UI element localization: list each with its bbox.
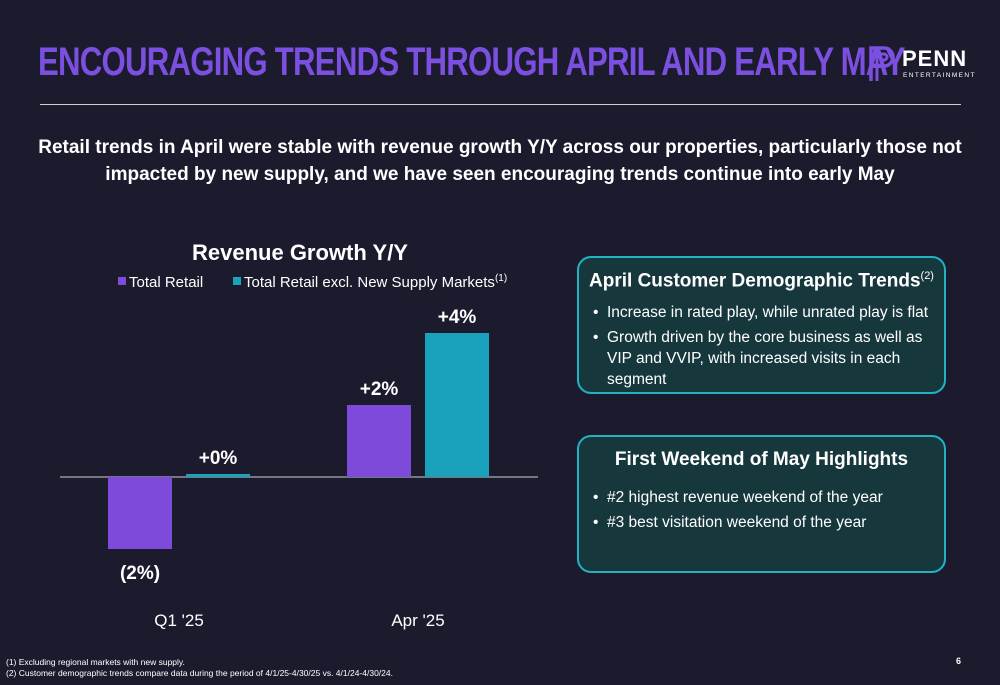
data-label: +0% [199,448,238,469]
weekend-highlights-title: First Weekend of May Highlights [614,449,909,470]
legend-label: Total Retail excl. New Supply Markets(1) [244,273,507,291]
x-tick-label: Q1 '25 [154,611,204,630]
footnote-2: (2) Customer demographic trends compare … [6,668,393,678]
page-title: ENCOURAGING TRENDS THROUGH APRIL AND EAR… [38,40,905,84]
demographic-trends-title: April Customer Demographic Trends(2) [589,270,934,292]
list-item: #2 highest revenue weekend of the year [585,487,930,508]
logo-name: PENN [902,46,968,71]
list-item: Increase in rated play, while unrated pl… [585,302,930,323]
footnote-1: (1) Excluding regional markets with new … [6,657,185,667]
weekend-highlights-panel: First Weekend of May Highlights #2 highe… [577,435,946,573]
logo-subtitle: ENTERTAINMENT [903,72,976,79]
legend-swatch [233,277,241,285]
chart-legend: Total Retail Total Retail excl. New Suppl… [118,273,507,291]
header-divider [40,104,961,105]
demographic-trends-list: Increase in rated play, while unrated pl… [579,302,944,390]
chart-bar [186,474,250,477]
data-label: +4% [438,307,477,328]
weekend-highlights-list: #2 highest revenue weekend of the year #… [579,487,944,533]
page-number: 6 [956,656,962,666]
chart-bar [108,477,172,549]
x-tick-label: Apr '25 [391,611,444,630]
chart-bar [347,405,411,477]
chart-bar [425,333,489,477]
chart-title: Revenue Growth Y/Y [192,240,408,265]
data-label: +2% [360,379,399,400]
data-label: (2%) [120,563,160,584]
slide-subtitle: Retail trends in April were stable with … [38,137,962,185]
list-item: Growth driven by the core business as we… [585,327,930,390]
list-item: #3 best visitation weekend of the year [585,512,930,533]
demographic-trends-panel: April Customer Demographic Trends(2) Inc… [577,256,946,394]
penn-logo: PENN ENTERTAINMENT [868,44,974,84]
footnotes: (1) Excluding regional markets with new … [6,657,393,679]
legend-label: Total Retail [129,274,203,291]
legend-swatch [118,277,126,285]
penn-p-logo-icon [869,46,895,81]
